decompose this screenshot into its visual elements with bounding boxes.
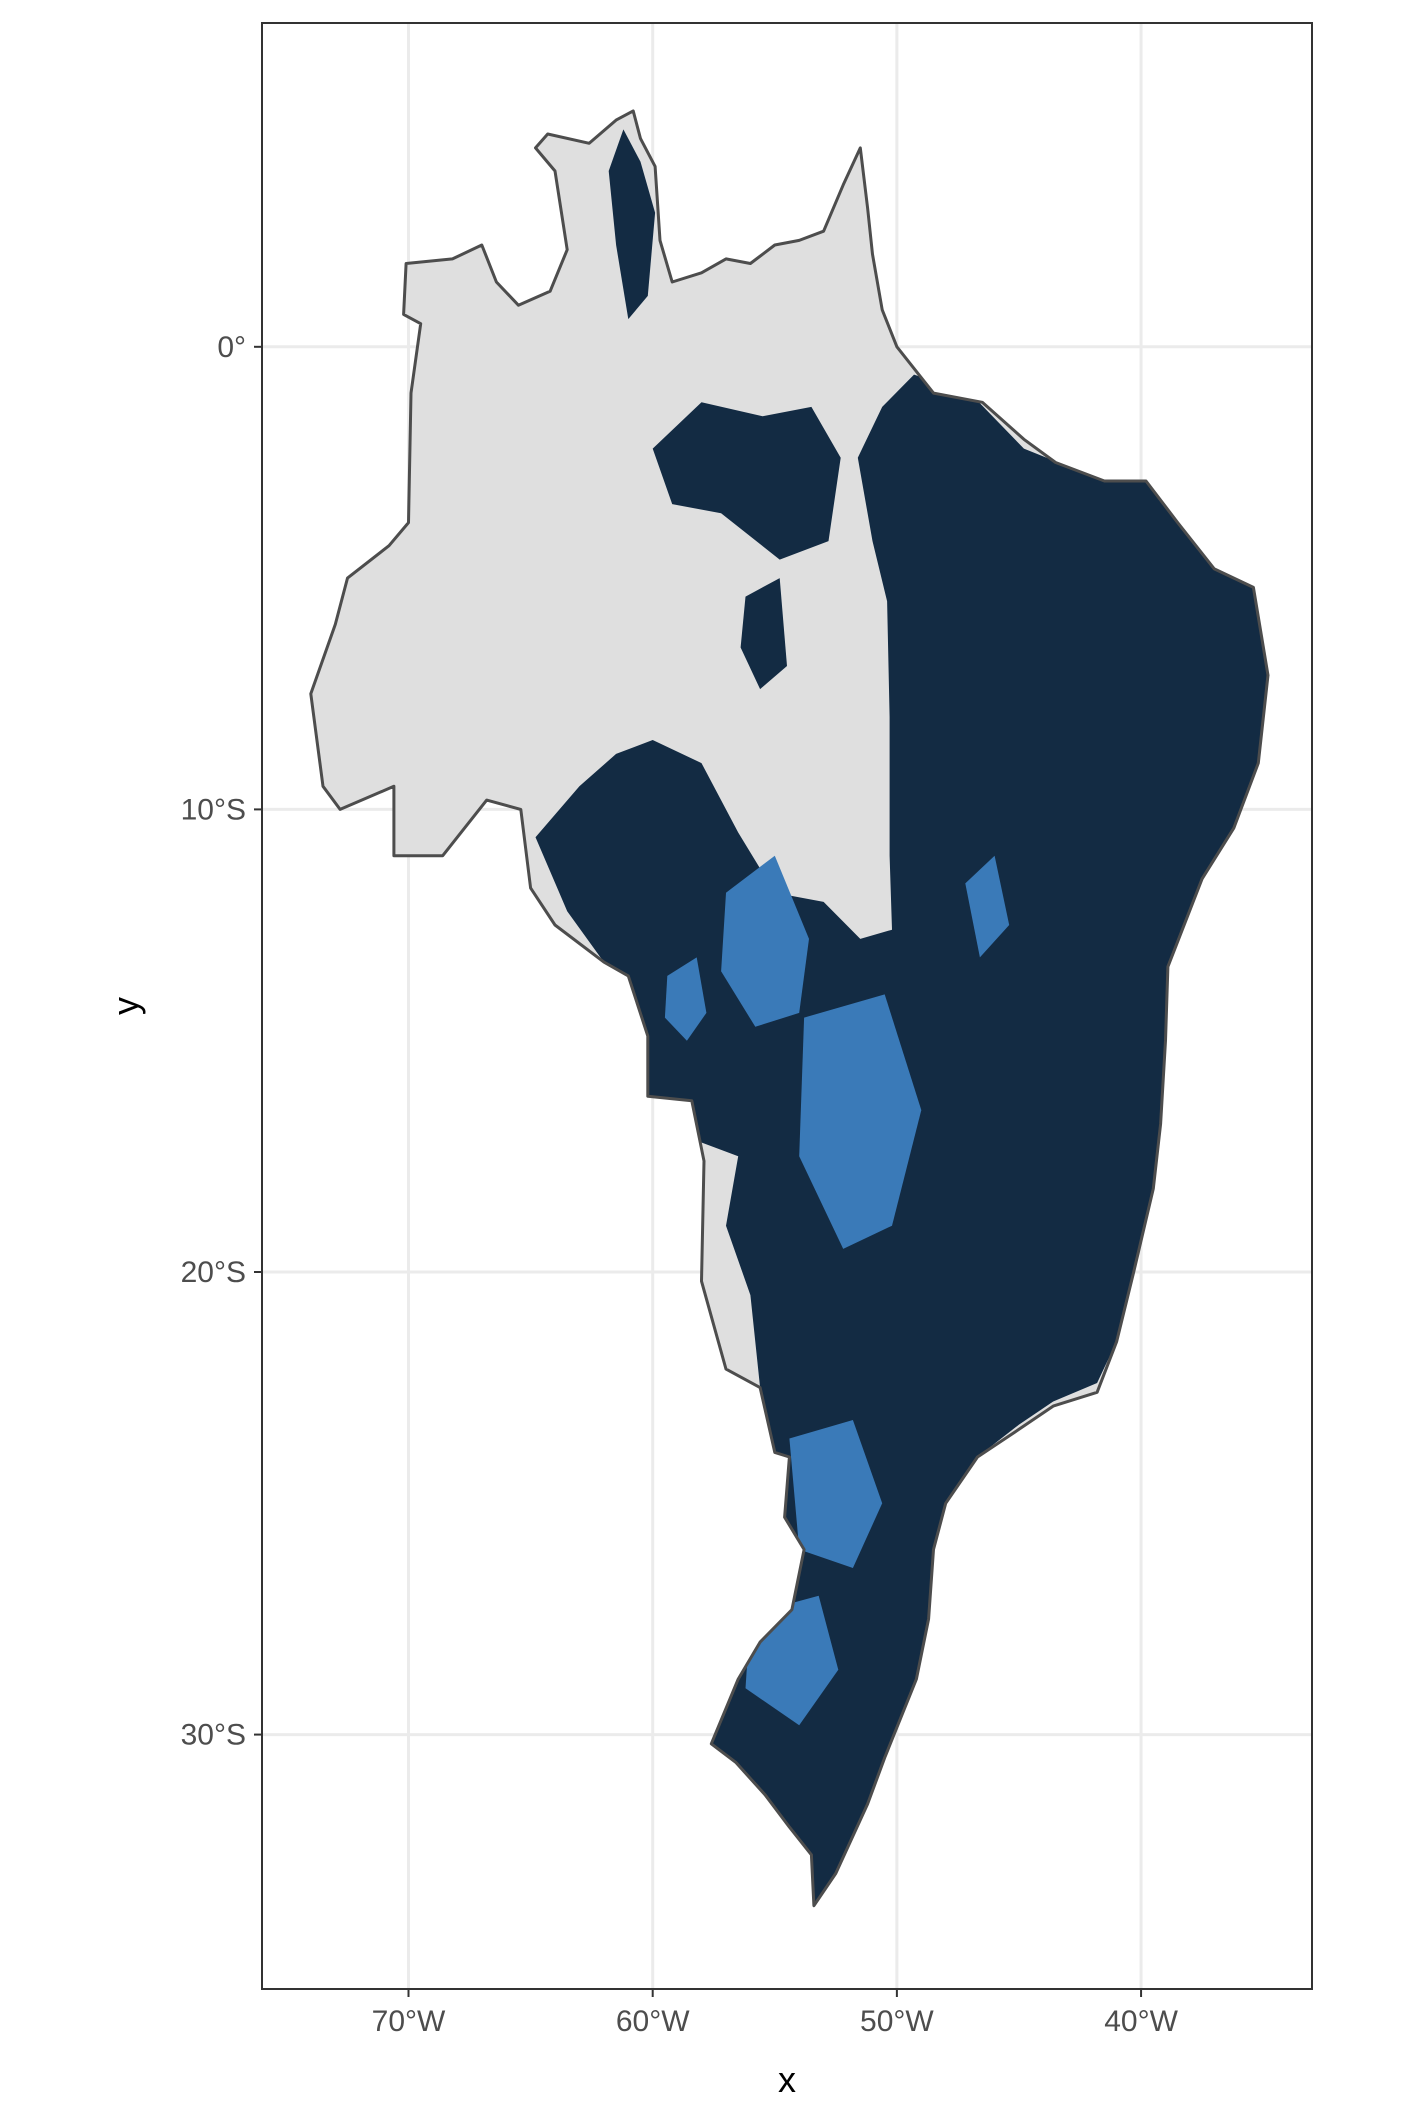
raster-region-high-3 (740, 578, 787, 690)
axis-ticks: 70°W 60°W 50°W 40°W 0° 10°S 20°S 30°S (181, 331, 1179, 2038)
raster-region-high-2 (608, 129, 656, 320)
raster-region-peak-6 (799, 994, 922, 1249)
raster-region-peak-4 (721, 855, 809, 1027)
panel-border (261, 22, 1313, 1990)
raster-cells (535, 129, 1268, 1906)
raster-region-peak-9 (965, 855, 1010, 958)
y-axis-title: y (105, 997, 146, 1015)
x-axis-title: x (778, 2059, 796, 2100)
raster-region-peak-7 (789, 1420, 883, 1568)
raster-region-peak-5 (664, 957, 707, 1041)
y-tick-label-1: 10°S (181, 793, 246, 826)
raster-region-high-1 (652, 402, 841, 560)
x-tick-label-0: 70°W (372, 2005, 446, 2038)
x-tick-label-3: 40°W (1104, 2005, 1178, 2038)
x-tick-label-2: 50°W (860, 2005, 934, 2038)
y-tick-label-0: 0° (217, 331, 246, 364)
x-tick-label-1: 60°W (616, 2005, 690, 2038)
y-tick-label-2: 20°S (181, 1256, 246, 1289)
country-outline (309, 109, 1270, 1908)
y-tick-label-3: 30°S (181, 1719, 246, 1752)
